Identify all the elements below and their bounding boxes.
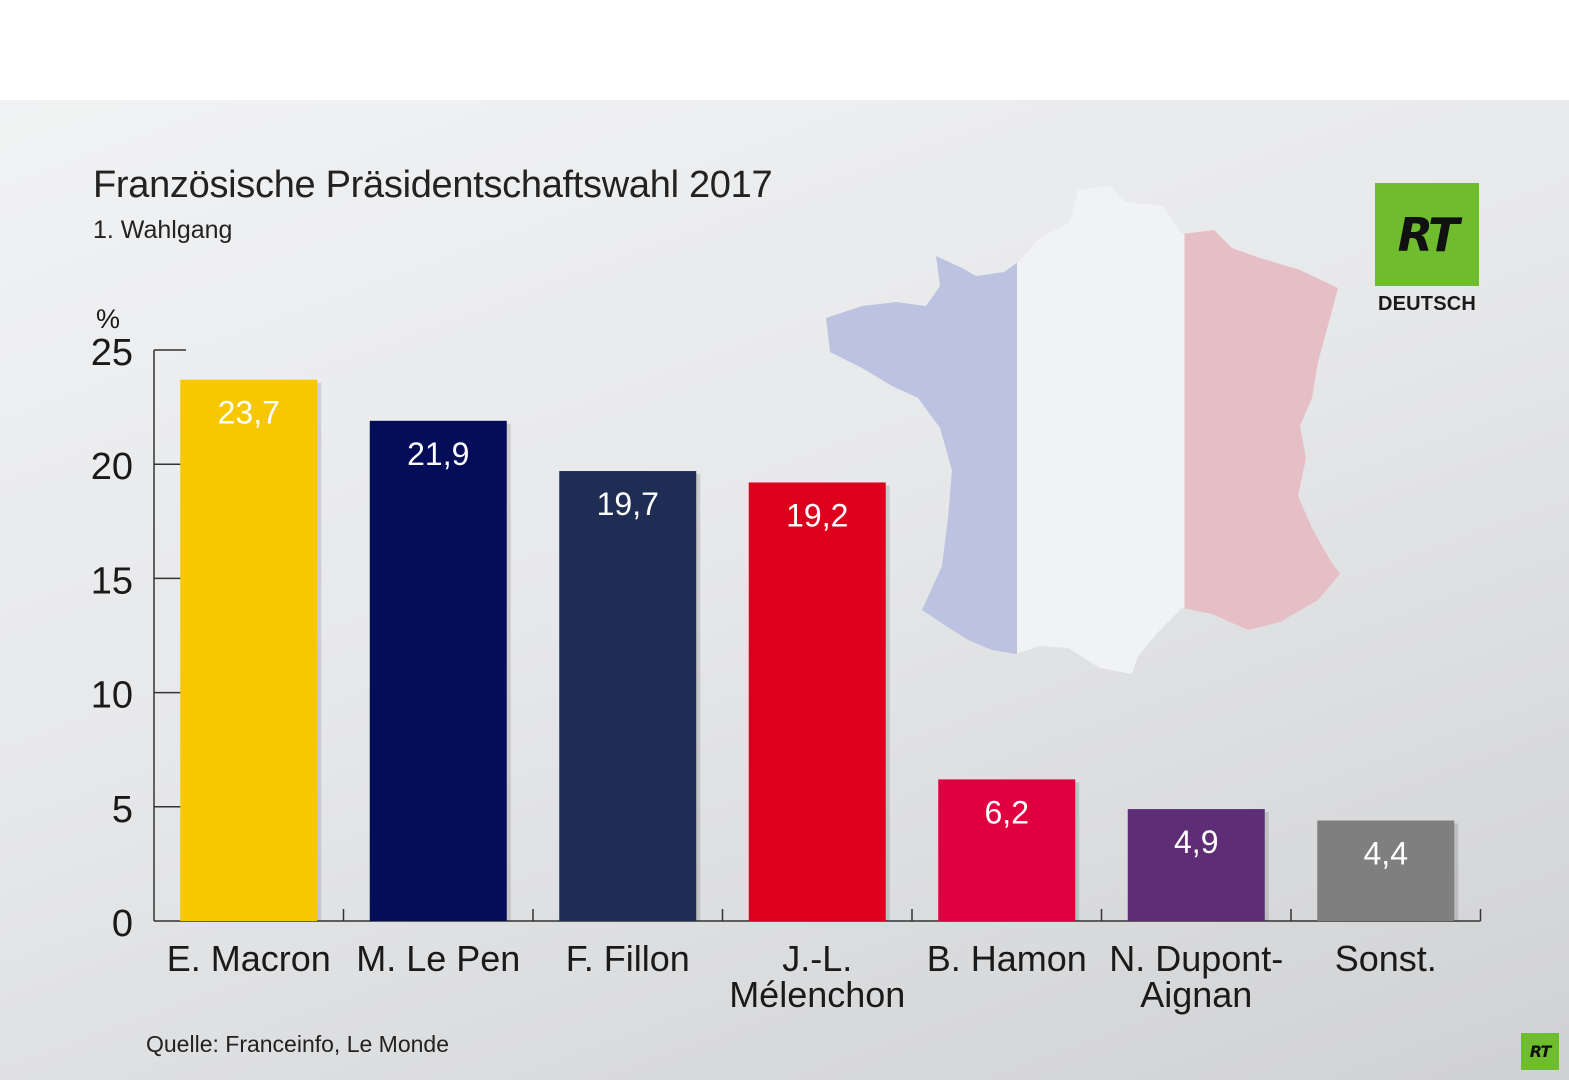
y-tick-label: 20 (91, 446, 133, 488)
x-category-label: F. Fillon (566, 938, 690, 979)
x-category-label: Sonst. (1335, 938, 1437, 979)
x-category-label: E. Macron (167, 938, 331, 979)
x-category-label: J.-L. (782, 938, 852, 979)
bar-value-label: 4,4 (1364, 836, 1408, 872)
x-category-label: N. Dupont- (1109, 938, 1283, 979)
bar (1317, 820, 1455, 921)
chart-subtitle: 1. Wahlgang (93, 216, 233, 244)
y-tick-label: 0 (112, 903, 133, 945)
y-tick-label: 15 (91, 560, 133, 602)
bar-value-label: 4,9 (1174, 824, 1218, 860)
rt-logo: RT (1375, 183, 1479, 286)
bar (938, 779, 1076, 921)
y-tick-label: 10 (91, 675, 133, 717)
x-category-label: Aignan (1140, 974, 1252, 1015)
bar (559, 471, 697, 921)
rt-logo-label: DEUTSCH (1377, 293, 1477, 315)
bar (748, 482, 886, 921)
bar-value-label: 21,9 (407, 436, 469, 472)
bar (180, 379, 318, 921)
bar (369, 420, 507, 921)
x-category-label: B. Hamon (927, 938, 1087, 979)
bar-value-label: 6,2 (985, 794, 1029, 830)
bar (1127, 809, 1265, 921)
x-category-label: M. Le Pen (356, 938, 520, 979)
bar-value-label: 23,7 (218, 395, 280, 431)
y-axis-label: % (96, 304, 120, 334)
y-tick-label: 5 (112, 789, 133, 831)
y-tick-label: 25 (91, 332, 133, 374)
source-note: Quelle: Franceinfo, Le Monde (146, 1031, 450, 1057)
bar-value-label: 19,2 (786, 497, 848, 533)
rt-small-logo-text: RT (1529, 1042, 1551, 1061)
x-category-label: Mélenchon (729, 974, 905, 1015)
bar-value-label: 19,7 (597, 486, 659, 522)
rt-logo-text: RT (1397, 207, 1460, 262)
chart-title: Französische Präsidentschaftswahl 2017 (93, 164, 773, 206)
rt-small-logo: RT (1521, 1033, 1559, 1070)
